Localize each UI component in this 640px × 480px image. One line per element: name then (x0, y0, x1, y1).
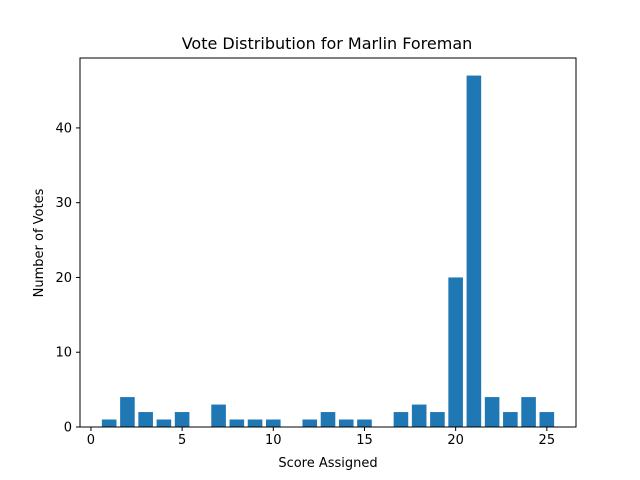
y-tick-label: 40 (55, 121, 72, 136)
x-tick-label: 10 (265, 433, 282, 448)
x-tick-label: 0 (87, 433, 95, 448)
bar-score-17 (393, 412, 409, 427)
bar-score-3 (138, 412, 153, 427)
y-tick-label: 20 (55, 271, 72, 286)
y-axis-label: Number of Votes (32, 188, 47, 297)
plot-frame (79, 57, 577, 428)
bar-score-25 (539, 412, 555, 427)
bar-score-9 (247, 419, 263, 427)
bar-score-19 (430, 412, 445, 427)
bar-score-7 (211, 404, 226, 427)
bar-score-8 (229, 419, 245, 427)
x-axis-ticks: 0 5 10 15 20 25 (87, 427, 555, 448)
bar-score-5 (174, 412, 190, 427)
bar-score-21 (466, 75, 482, 427)
x-tick-label: 15 (356, 433, 373, 448)
chart-title: Vote Distribution for Marlin Foreman (182, 34, 473, 53)
bar-score-20 (448, 277, 463, 427)
x-tick-label: 20 (447, 433, 464, 448)
bar-score-18 (411, 404, 427, 427)
bar-score-14 (338, 419, 354, 427)
bar-score-13 (320, 412, 336, 427)
bar-score-4 (156, 419, 172, 427)
y-axis-ticks: 0 10 20 30 40 (55, 121, 80, 436)
bar-score-23 (503, 412, 518, 427)
x-tick-label: 5 (178, 433, 186, 448)
bar-score-1 (101, 419, 117, 427)
bar-score-12 (302, 419, 318, 427)
bar-score-22 (484, 397, 500, 427)
y-tick-label: 10 (55, 346, 72, 361)
y-tick-label: 0 (64, 421, 72, 436)
bar-score-15 (357, 419, 372, 427)
bars-group (101, 75, 555, 427)
y-tick-label: 30 (55, 196, 72, 211)
bar-score-10 (266, 419, 281, 427)
x-axis-label: Score Assigned (278, 456, 377, 471)
bar-score-2 (120, 397, 135, 427)
bar-score-24 (521, 397, 536, 427)
x-tick-label: 25 (539, 433, 556, 448)
